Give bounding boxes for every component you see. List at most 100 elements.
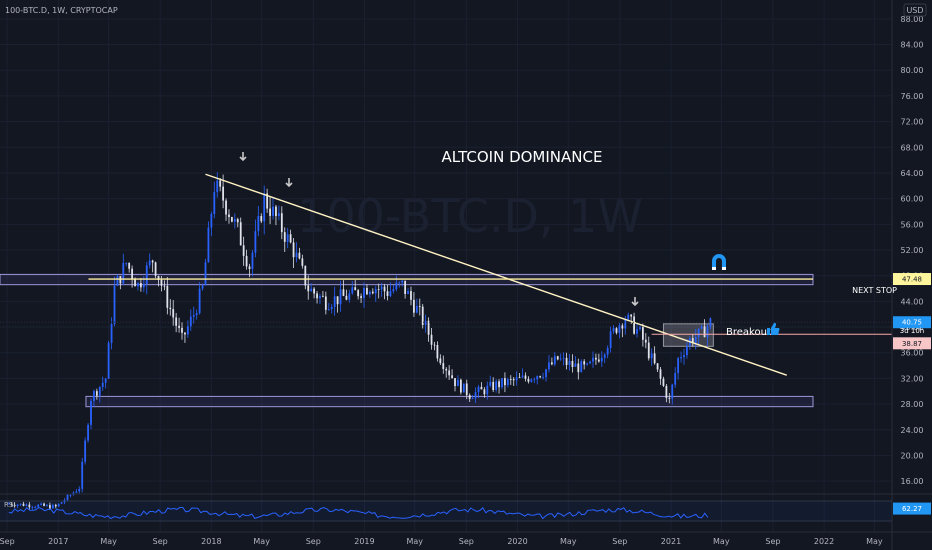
candle-body: [310, 288, 313, 292]
candle-body: [345, 295, 348, 300]
candle-body: [518, 377, 521, 379]
candle-body: [392, 289, 395, 292]
candle-body: [401, 280, 404, 283]
candle-body: [474, 392, 477, 399]
candle-body: [618, 325, 621, 333]
candle-body: [78, 488, 81, 492]
countdown-tag: 3d 10h: [900, 327, 924, 335]
candle-body: [395, 282, 398, 290]
candle-body: [521, 375, 524, 378]
candle-body: [501, 378, 503, 388]
candle-body: [398, 282, 401, 284]
next-stop-label: NEXT STOP: [852, 286, 897, 295]
price-tick-label: 28.00: [901, 400, 924, 409]
candle-body: [615, 328, 618, 333]
time-tick-label: Sep: [153, 537, 168, 546]
candle-body: [380, 286, 383, 290]
candle-body: [10, 503, 13, 506]
candle-body: [327, 309, 330, 310]
candle-body: [222, 186, 225, 201]
candle-body: [389, 291, 392, 297]
time-tick-label: 2019: [354, 537, 374, 546]
currency-label: USD: [906, 6, 923, 15]
candle-body: [40, 503, 42, 505]
candle-body: [125, 262, 128, 264]
candle-body: [480, 386, 483, 390]
candle-body: [251, 252, 254, 270]
candle-body: [357, 290, 360, 297]
candle-body: [612, 328, 615, 332]
candle-body: [239, 222, 242, 246]
candle-body: [166, 285, 169, 308]
time-tick-label: Sep: [0, 537, 15, 546]
candle-body: [421, 306, 424, 325]
candle-body: [333, 296, 336, 307]
time-tick-label: 2017: [48, 537, 68, 546]
thumbs-up-icon: [767, 322, 780, 335]
candle-body: [533, 379, 536, 381]
candle-body: [342, 289, 345, 296]
time-tick-label: 2022: [814, 537, 834, 546]
candle-body: [145, 265, 148, 285]
breakout-label: Breakout: [726, 327, 771, 338]
candle-body: [430, 334, 433, 345]
candle-body: [307, 285, 310, 292]
candle-body: [19, 503, 22, 505]
candle-body: [151, 260, 154, 263]
candle-body: [37, 504, 40, 507]
candle-body: [304, 265, 307, 286]
time-tick-label: 2021: [661, 537, 681, 546]
time-tick-label: 2018: [201, 537, 221, 546]
candle-body: [595, 357, 597, 360]
current-price-tag: 40.75: [902, 319, 922, 327]
candle-body: [457, 379, 459, 387]
candle-body: [43, 503, 45, 506]
candle-body: [277, 213, 280, 217]
candle-body: [242, 245, 245, 256]
candle-body: [374, 289, 377, 294]
time-tick-label: May: [866, 537, 883, 546]
candle-body: [427, 320, 430, 335]
price-tick-label: 52.00: [901, 246, 924, 255]
candle-body: [656, 363, 659, 370]
candle-body: [330, 306, 333, 310]
currency-button[interactable]: [903, 3, 927, 17]
symbol-info: 100-BTC.D, 1W, CRYPTOCAP: [5, 6, 118, 15]
candle-body: [677, 358, 680, 374]
price-tick-label: 32.00: [901, 374, 924, 383]
candle-body: [207, 227, 210, 263]
time-tick-label: May: [406, 537, 423, 546]
magnet-icon: [712, 254, 726, 270]
candle-body: [231, 217, 233, 222]
price-tick-label: 80.00: [901, 66, 924, 75]
candle-body: [195, 313, 198, 316]
candle-body: [184, 332, 186, 335]
rsi-value-tag: 62.27: [902, 505, 922, 513]
rsi-label: RSI: [4, 501, 15, 509]
candle-body: [107, 342, 110, 379]
candle-body: [606, 347, 609, 355]
candle-body: [192, 315, 195, 317]
candle-body: [647, 342, 650, 359]
candle-body: [674, 373, 677, 385]
candle-body: [336, 296, 339, 305]
candle-body: [122, 263, 125, 284]
candle-body: [686, 346, 688, 356]
candle-body: [465, 383, 468, 396]
candle-body: [134, 279, 136, 287]
candle-body: [415, 306, 418, 313]
chart-title: ALTCOIN DOMINANCE: [442, 148, 603, 166]
candle-body: [413, 299, 415, 313]
time-tick-label: May: [100, 537, 117, 546]
candle-body: [178, 325, 180, 328]
candle-body: [404, 280, 407, 294]
candle-body: [280, 213, 283, 233]
candle-body: [131, 268, 134, 280]
current-price-tag-bg: [893, 316, 931, 329]
candle-body: [639, 327, 641, 330]
arrow-down-icon: [631, 297, 639, 307]
price-tick-label: 36.00: [901, 349, 924, 358]
candle-body: [351, 287, 354, 294]
candle-body: [148, 260, 151, 266]
